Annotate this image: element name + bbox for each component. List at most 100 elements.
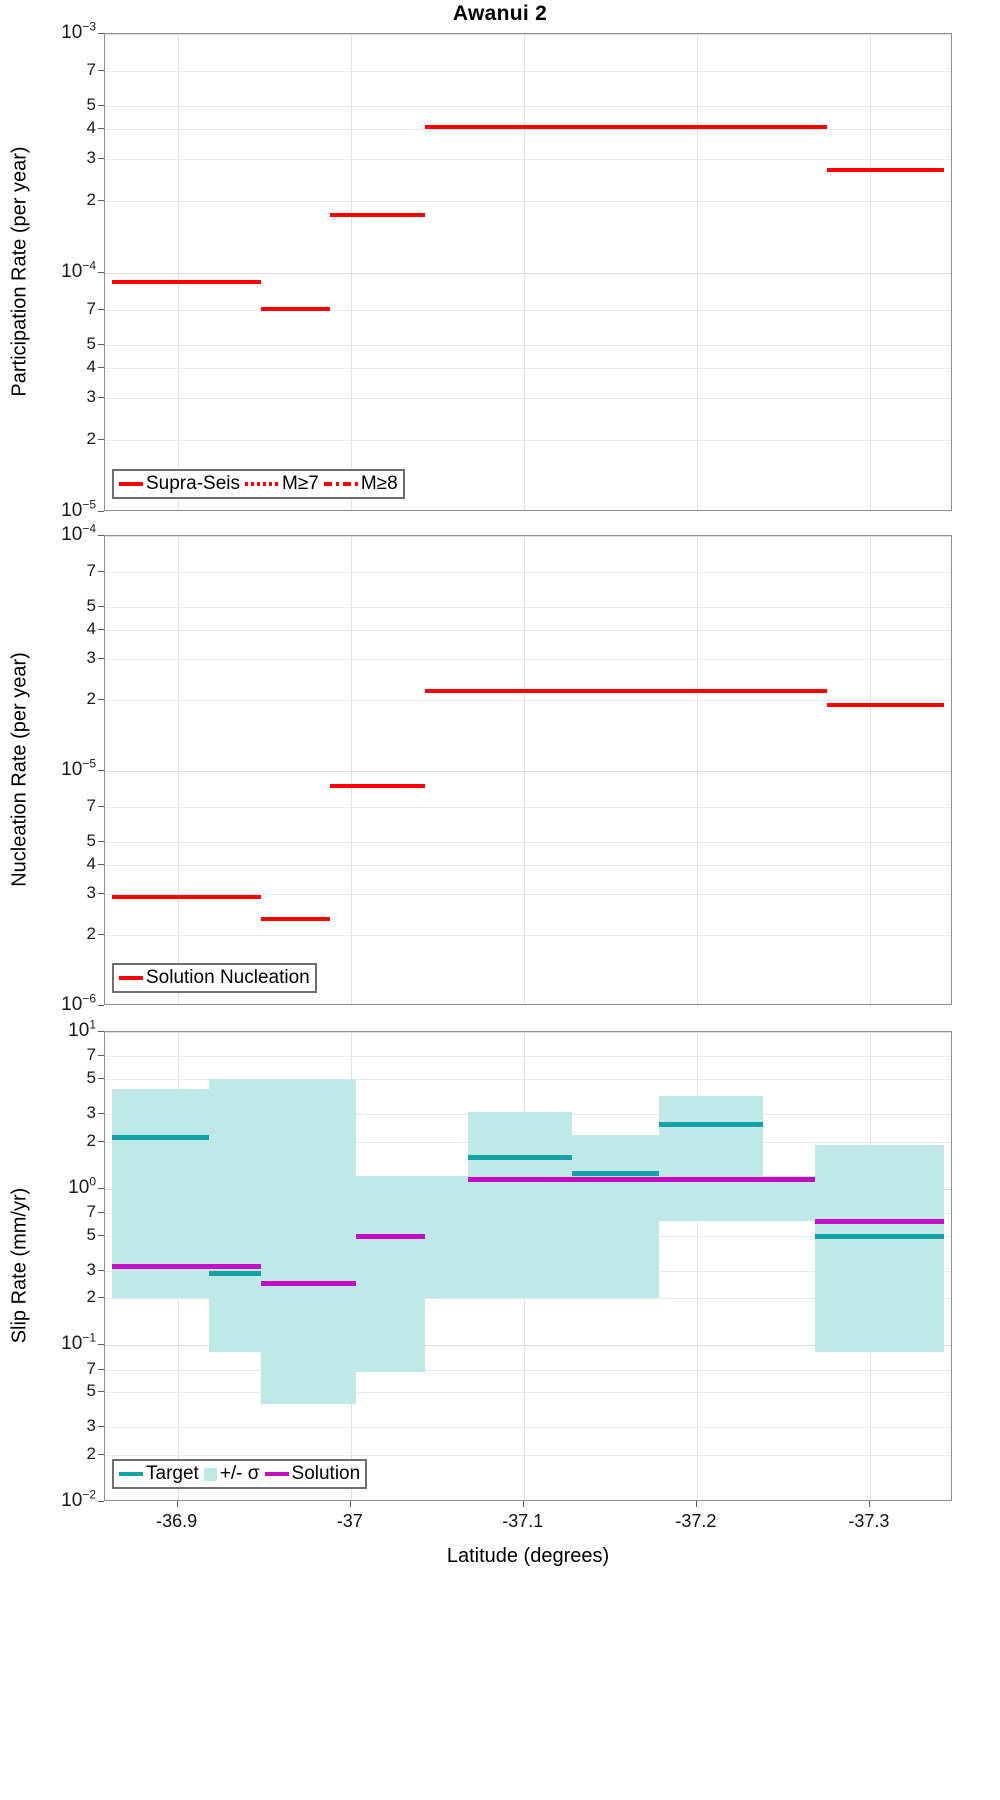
y-tick-mark — [98, 934, 104, 936]
uncertainty-band — [762, 1176, 815, 1222]
panel-slip-ylabel: Slip Rate (mm/yr) — [8, 1187, 31, 1344]
y-tick-mark — [98, 511, 104, 512]
data-segment — [814, 1219, 945, 1225]
gridline-vertical — [351, 34, 352, 510]
legend-slip[interactable]: Target +/- σ Solution — [112, 1459, 368, 1489]
gridline-vertical — [697, 1032, 698, 1500]
gridline-horizontal — [105, 106, 951, 107]
y-tick-label: 5 — [86, 830, 96, 850]
legend-label: +/- σ — [219, 1463, 260, 1484]
gridline-horizontal — [105, 273, 951, 274]
y-tick-mark — [98, 128, 104, 130]
data-segment — [572, 1171, 659, 1177]
data-segment — [826, 703, 945, 708]
y-tick-label: 2 — [86, 924, 96, 944]
y-tick-mark — [98, 1368, 104, 1370]
gridline-horizontal — [105, 34, 951, 35]
line-swatch-dashdot-icon — [323, 482, 358, 486]
legend-label: Solution — [291, 1463, 361, 1484]
y-tick-mark — [98, 806, 104, 808]
y-tick-mark — [98, 699, 104, 701]
uncertainty-band — [111, 1089, 209, 1299]
legend-item-target[interactable]: Target — [119, 1463, 199, 1485]
data-segment — [468, 1154, 573, 1160]
data-segment — [260, 916, 330, 921]
gridline-horizontal — [105, 894, 951, 895]
y-tick-mark — [98, 396, 104, 398]
area-swatch-cyan-icon — [203, 1467, 217, 1481]
gridline-horizontal — [105, 659, 951, 660]
panel-participation-ylabel: Participation Rate (per year) — [8, 146, 31, 397]
y-tick-label: 4 — [86, 618, 96, 638]
uncertainty-band — [658, 1096, 763, 1222]
gridline-horizontal — [105, 201, 951, 202]
y-tick-mark — [98, 1426, 104, 1428]
gridline-vertical — [178, 34, 179, 510]
y-tick-label: 4 — [86, 357, 96, 377]
x-tick-label: -36.9 — [156, 1511, 198, 1531]
y-tick-mark — [98, 1140, 104, 1142]
gridline-horizontal — [105, 159, 951, 160]
gridline-vertical — [351, 536, 352, 1004]
gridline-vertical — [697, 34, 698, 510]
y-tick-mark — [98, 571, 104, 573]
x-tick-label: -37.1 — [502, 1511, 544, 1531]
data-segment — [329, 784, 426, 789]
panel-nucleation-rate — [104, 535, 952, 1005]
y-tick-mark — [98, 200, 104, 202]
y-tick-mark — [98, 367, 104, 369]
y-tick-mark — [98, 605, 104, 607]
legend-item-solution-nucleation[interactable]: Solution Nucleation — [119, 967, 310, 989]
y-tick-label: 5 — [86, 94, 96, 114]
y-tick-label: 3 — [86, 1102, 96, 1122]
y-tick-label: 100 — [68, 1174, 96, 1198]
legend-label: M≥8 — [360, 473, 398, 494]
y-tick-mark — [98, 1112, 104, 1114]
y-tick-mark — [98, 1055, 104, 1057]
y-tick-mark — [98, 770, 104, 771]
gridline-horizontal — [105, 1392, 951, 1393]
y-tick-label: 7 — [86, 561, 96, 581]
uncertainty-band — [572, 1135, 659, 1299]
y-tick-mark — [98, 33, 104, 34]
data-segment — [826, 167, 945, 172]
gridline-horizontal — [105, 368, 951, 369]
y-tick-label: 2 — [86, 190, 96, 210]
y-tick-label: 7 — [86, 60, 96, 80]
legend-nucleation[interactable]: Solution Nucleation — [112, 963, 317, 993]
y-tick-label: 3 — [86, 647, 96, 667]
y-tick-label: 2 — [86, 1287, 96, 1307]
legend-participation[interactable]: Supra-Seis M≥7 M≥8 — [112, 469, 405, 499]
legend-item-supra-seis[interactable]: Supra-Seis — [119, 473, 240, 495]
gridline-horizontal — [105, 1032, 951, 1033]
gridline-horizontal — [105, 71, 951, 72]
gridline-horizontal — [105, 842, 951, 843]
gridline-vertical — [178, 536, 179, 1004]
legend-item-sigma[interactable]: +/- σ — [203, 1463, 260, 1485]
y-tick-label: 3 — [86, 386, 96, 406]
gridline-vertical — [870, 34, 871, 510]
legend-item-m8[interactable]: M≥8 — [323, 473, 398, 495]
y-tick-mark — [98, 309, 104, 311]
x-tick-mark — [176, 1501, 178, 1507]
y-tick-mark — [98, 1501, 104, 1502]
y-tick-label: 10−3 — [61, 19, 96, 43]
gridline-horizontal — [105, 1298, 951, 1299]
y-tick-label: 101 — [68, 1017, 96, 1041]
legend-item-m7[interactable]: M≥7 — [245, 473, 319, 495]
x-tick-label: -37 — [336, 1511, 363, 1531]
y-tick-label: 5 — [86, 595, 96, 615]
y-tick-label: 10−1 — [61, 1331, 96, 1355]
x-tick-label: -37.3 — [848, 1511, 890, 1531]
x-tick-mark — [522, 1501, 524, 1507]
data-segment — [425, 688, 827, 693]
y-tick-mark — [98, 1297, 104, 1299]
legend-item-solution[interactable]: Solution — [264, 1463, 361, 1485]
legend-label: Supra-Seis — [146, 473, 240, 494]
data-segment — [425, 124, 827, 129]
data-segment — [260, 306, 330, 311]
gridline-horizontal — [105, 310, 951, 311]
y-tick-mark — [98, 104, 104, 106]
line-swatch-magenta-icon — [264, 1472, 289, 1476]
line-swatch-solid-icon — [119, 482, 143, 486]
